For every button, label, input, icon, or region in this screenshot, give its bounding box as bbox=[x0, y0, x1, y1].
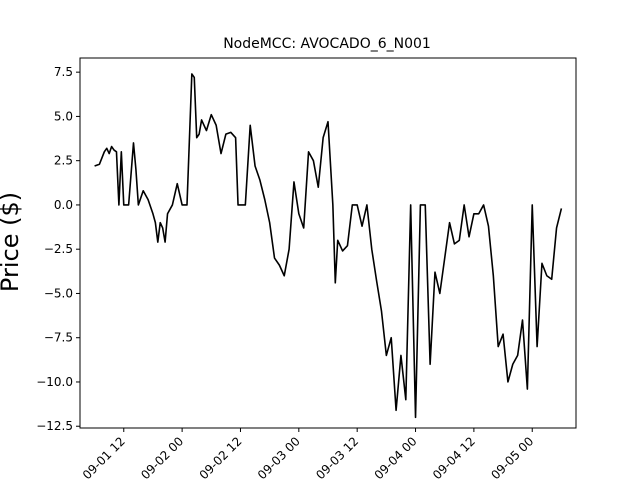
y-tick-label: −5.0 bbox=[44, 286, 73, 300]
y-tick-label: −10.0 bbox=[36, 375, 73, 389]
series-line-0 bbox=[94, 73, 563, 419]
y-tick-label: 2.5 bbox=[54, 154, 73, 168]
y-tick-label: 0.0 bbox=[54, 198, 73, 212]
y-axis-label: Price ($) bbox=[0, 192, 24, 292]
y-tick-label: −12.5 bbox=[36, 419, 73, 433]
y-tick-label: 7.5 bbox=[54, 65, 73, 79]
y-tick-label: −7.5 bbox=[44, 331, 73, 345]
y-tick-label: 5.0 bbox=[54, 109, 73, 123]
chart-title: NodeMCC: AVOCADO_6_N001 bbox=[223, 36, 431, 52]
y-tick-label: −2.5 bbox=[44, 242, 73, 256]
axes-frame bbox=[79, 57, 577, 429]
